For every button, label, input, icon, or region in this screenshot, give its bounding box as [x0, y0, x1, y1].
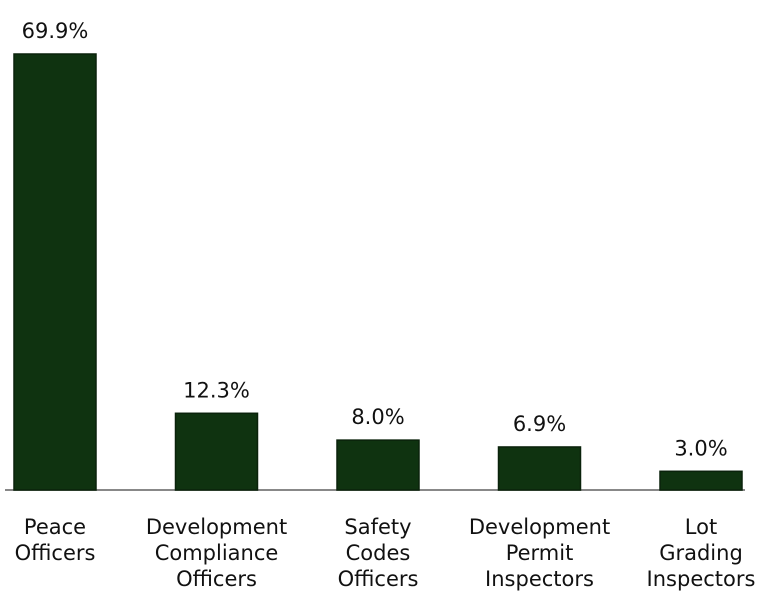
bar [497, 446, 582, 491]
x-tick-label: Peace Officers [15, 515, 96, 565]
x-tick-label: Lot Grading Inspectors [647, 515, 756, 591]
x-tick-label: Development Compliance Officers [146, 515, 287, 591]
bar [336, 439, 420, 491]
bar [659, 470, 743, 491]
value-label: 8.0% [351, 405, 404, 429]
bar [174, 412, 259, 491]
x-tick-label: Development Permit Inspectors [469, 515, 610, 591]
bar [13, 53, 97, 491]
value-label: 12.3% [183, 378, 250, 402]
value-label: 69.9% [22, 19, 89, 43]
x-tick-label: Safety Codes Officers [338, 515, 419, 591]
value-label: 3.0% [674, 436, 727, 460]
value-label: 6.9% [513, 412, 566, 436]
